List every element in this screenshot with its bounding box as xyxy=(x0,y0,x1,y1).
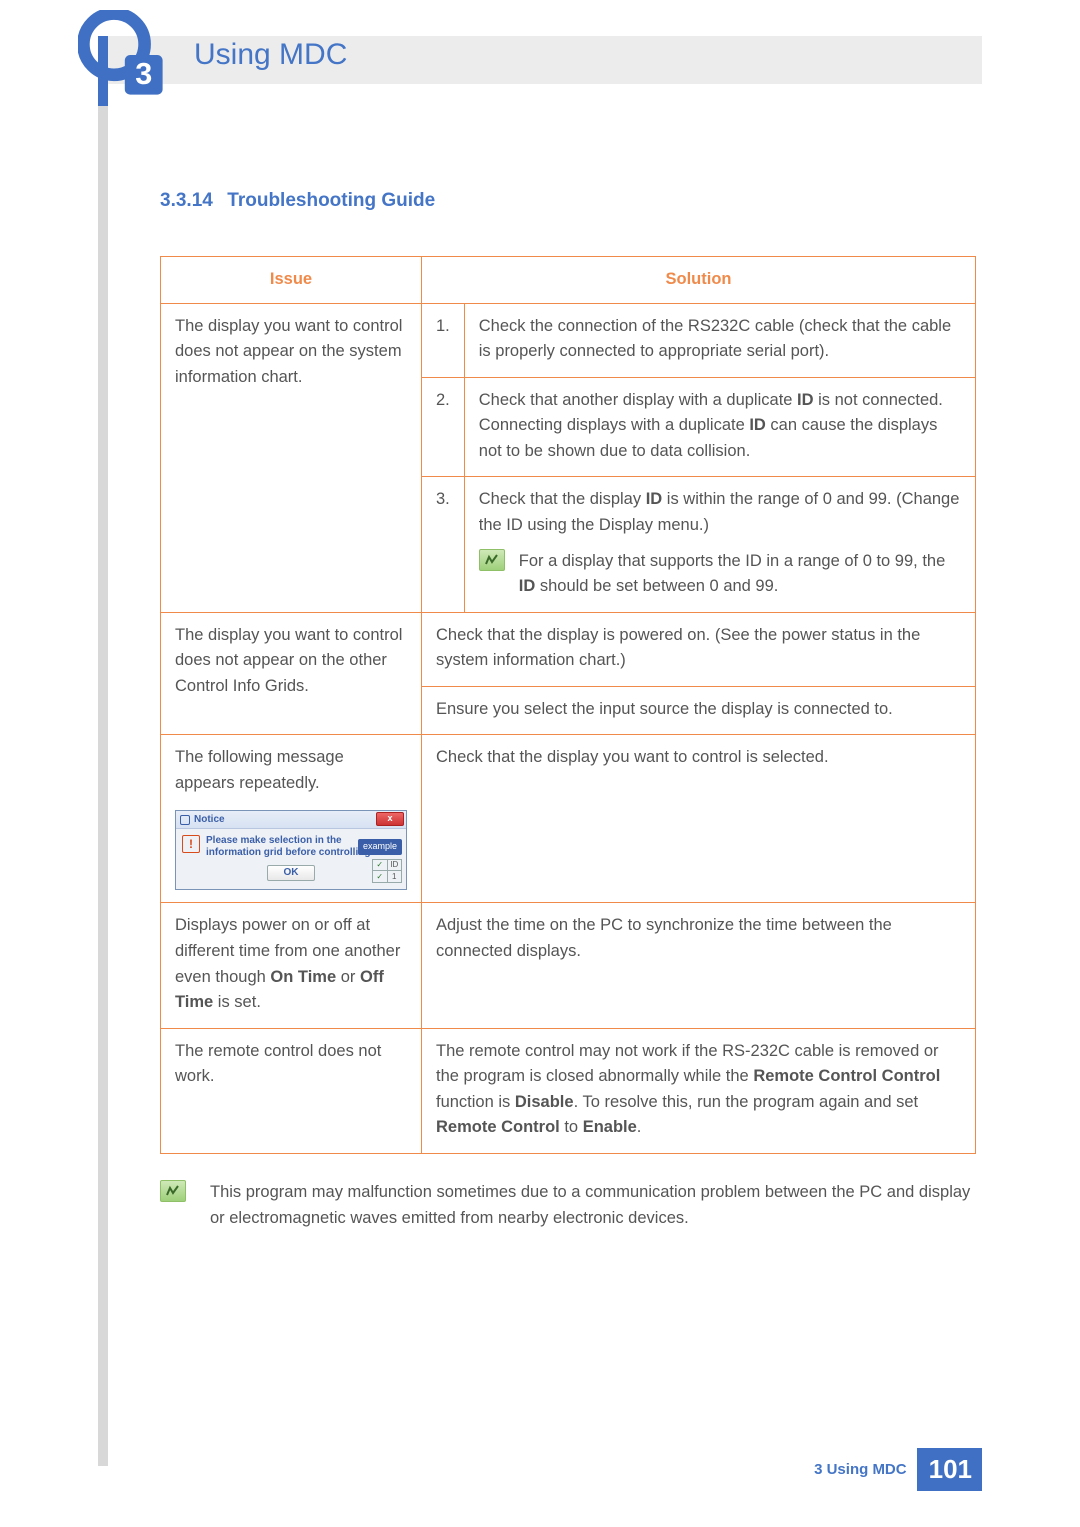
chapter-title: Using MDC xyxy=(194,38,347,72)
row2-s1: Check that the display is powered on. (S… xyxy=(422,612,976,686)
row4-issue: Displays power on or off at different ti… xyxy=(161,903,422,1028)
t: The following message appears repeatedly… xyxy=(175,748,344,792)
t: Check that the display xyxy=(479,490,646,508)
t: or xyxy=(336,968,360,986)
t: Please make selection in the xyxy=(206,835,373,847)
row1-s3: Check that the display ID is within the … xyxy=(464,477,975,612)
t: . xyxy=(637,1118,642,1136)
row5-sol: The remote control may not work if the R… xyxy=(422,1028,976,1153)
row3-sol: Check that the display you want to contr… xyxy=(422,735,976,903)
footer-note: This program may malfunction sometimes d… xyxy=(160,1180,976,1231)
t: function is xyxy=(436,1093,515,1111)
row1-s1: Check the connection of the RS232C cable… xyxy=(464,303,975,377)
row1-s2: Check that another display with a duplic… xyxy=(464,377,975,477)
svg-text:3: 3 xyxy=(135,57,152,91)
note-box: For a display that supports the ID in a … xyxy=(479,549,961,600)
t: Remote Control xyxy=(753,1067,877,1085)
chapter-badge: 3 xyxy=(78,10,168,100)
page-footer: 3 Using MDC 101 xyxy=(814,1448,982,1491)
t: ID xyxy=(387,860,402,870)
left-rail xyxy=(98,36,108,1466)
note-text: For a display that supports the ID in a … xyxy=(519,549,961,600)
row2-issue: The display you want to control does not… xyxy=(161,612,422,735)
dialog-body: example ! Please make selection in the i… xyxy=(176,829,406,889)
t: 1 xyxy=(387,871,402,882)
id-bold: ID xyxy=(797,391,814,409)
section-title: Troubleshooting Guide xyxy=(227,190,435,211)
t: On Time xyxy=(270,968,336,986)
row4-sol: Adjust the time on the PC to synchronize… xyxy=(422,903,976,1028)
example-badge: example xyxy=(358,839,402,855)
footer-page: 101 xyxy=(917,1448,982,1491)
note-icon xyxy=(160,1180,186,1202)
note-icon xyxy=(479,549,505,571)
row3-issue: The following message appears repeatedly… xyxy=(161,735,422,903)
check-icon: ✓ xyxy=(373,860,387,870)
footer-note-text: This program may malfunction sometimes d… xyxy=(210,1180,976,1231)
row1-n3: 3. xyxy=(422,477,465,612)
row1-n1: 1. xyxy=(422,303,465,377)
t: Remote Control xyxy=(436,1118,560,1136)
t: to xyxy=(560,1118,583,1136)
row2-s2: Ensure you select the input source the d… xyxy=(422,686,976,735)
id-bold: ID xyxy=(749,416,766,434)
id-bold: ID xyxy=(646,490,663,508)
t: Enable xyxy=(583,1118,637,1136)
dialog-appicon xyxy=(180,815,190,825)
row1-issue: The display you want to control does not… xyxy=(161,303,422,612)
t: should be set between 0 and 99. xyxy=(535,577,778,595)
t: . To resolve this, run the program again… xyxy=(574,1093,919,1111)
t: information grid before controlling. xyxy=(206,847,373,859)
row1-n2: 2. xyxy=(422,377,465,477)
th-issue: Issue xyxy=(161,257,422,304)
t: Check that another display with a duplic… xyxy=(479,391,797,409)
t: is set. xyxy=(213,993,261,1011)
content-area: 3.3.14 Troubleshooting Guide Issue Solut… xyxy=(160,190,976,1231)
dialog-side-grid: ✓ID ✓1 xyxy=(372,859,402,883)
t: For a display that supports the ID in a … xyxy=(519,552,946,570)
ok-button[interactable]: OK xyxy=(267,865,315,881)
t: Disable xyxy=(515,1093,574,1111)
troubleshoot-table: Issue Solution The display you want to c… xyxy=(160,256,976,1154)
dialog-msg: Please make selection in the information… xyxy=(206,835,373,859)
row5-issue: The remote control does not work. xyxy=(161,1028,422,1153)
dialog-title: Notice xyxy=(194,812,225,828)
notice-dialog: Notice x example ! Please make selection… xyxy=(175,810,407,890)
section-number: 3.3.14 xyxy=(160,190,213,211)
th-solution: Solution xyxy=(422,257,976,304)
dialog-titlebar: Notice x xyxy=(176,811,406,829)
warning-icon: ! xyxy=(182,835,200,853)
check-icon: ✓ xyxy=(373,871,387,882)
footer-chapter: 3 Using MDC xyxy=(814,1461,907,1478)
id-bold: ID xyxy=(519,577,536,595)
section-heading: 3.3.14 Troubleshooting Guide xyxy=(160,190,976,212)
close-icon[interactable]: x xyxy=(376,812,404,826)
